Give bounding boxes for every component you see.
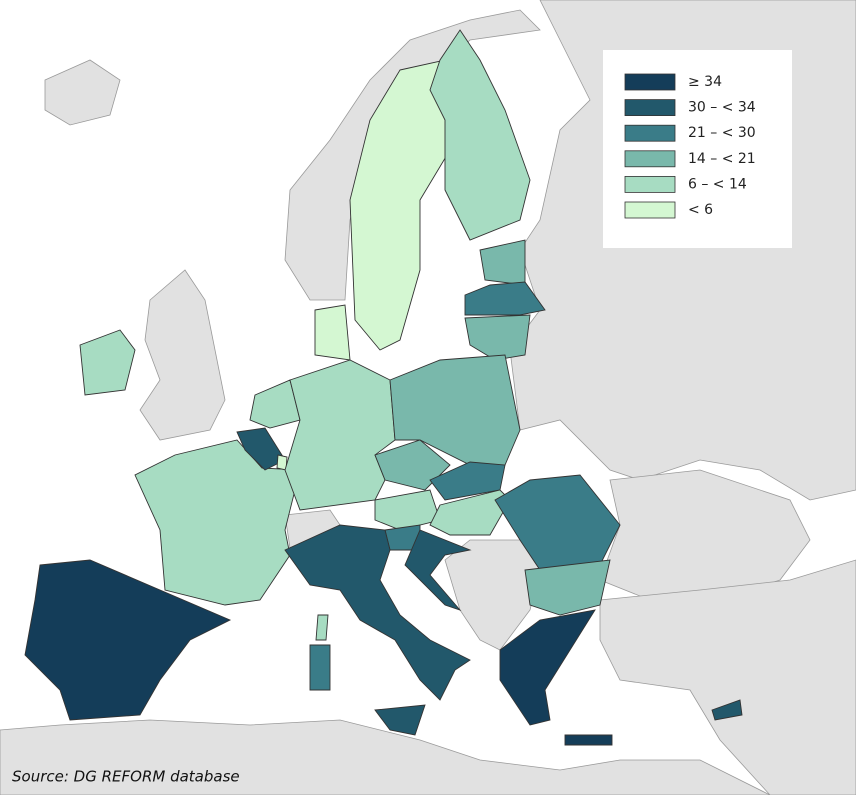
country [494,474,621,571]
country [79,329,136,396]
country [315,614,329,641]
country [236,427,286,471]
legend-swatch [624,150,676,168]
country [284,524,471,701]
land [139,269,226,441]
legend-label: 14 – < 21 [688,151,756,167]
land [44,59,121,126]
legend-swatch [624,201,676,219]
country [404,529,472,611]
country [284,359,396,511]
country [429,29,531,241]
country [464,314,531,361]
country [24,559,232,721]
legend-label: < 6 [688,202,713,218]
legend-label: 30 – < 34 [688,100,756,116]
country [711,699,743,721]
legend-label: ≥ 34 [688,74,722,90]
land [599,559,856,795]
legend: ≥ 34 30 – < 34 21 – < 30 14 – < 21 6 – < 14 <… [603,50,792,248]
country [499,609,596,726]
country [309,644,331,691]
eu-countries [24,29,743,746]
legend-swatch [624,99,676,116]
source-note: Source: DG REFORM database [12,768,240,786]
land [0,719,771,795]
land [599,469,811,601]
country [564,734,613,746]
legend-swatch [624,73,676,91]
country [429,489,511,536]
country [429,461,506,501]
legend-swatch [624,124,676,142]
country [524,559,611,616]
legend-label: 21 – < 30 [688,125,756,141]
country [249,379,301,429]
country [314,304,351,361]
legend-swatch [624,175,676,193]
country [464,281,546,316]
country [374,704,426,736]
legend-label: 6 – < 14 [688,176,747,192]
country [479,239,526,286]
